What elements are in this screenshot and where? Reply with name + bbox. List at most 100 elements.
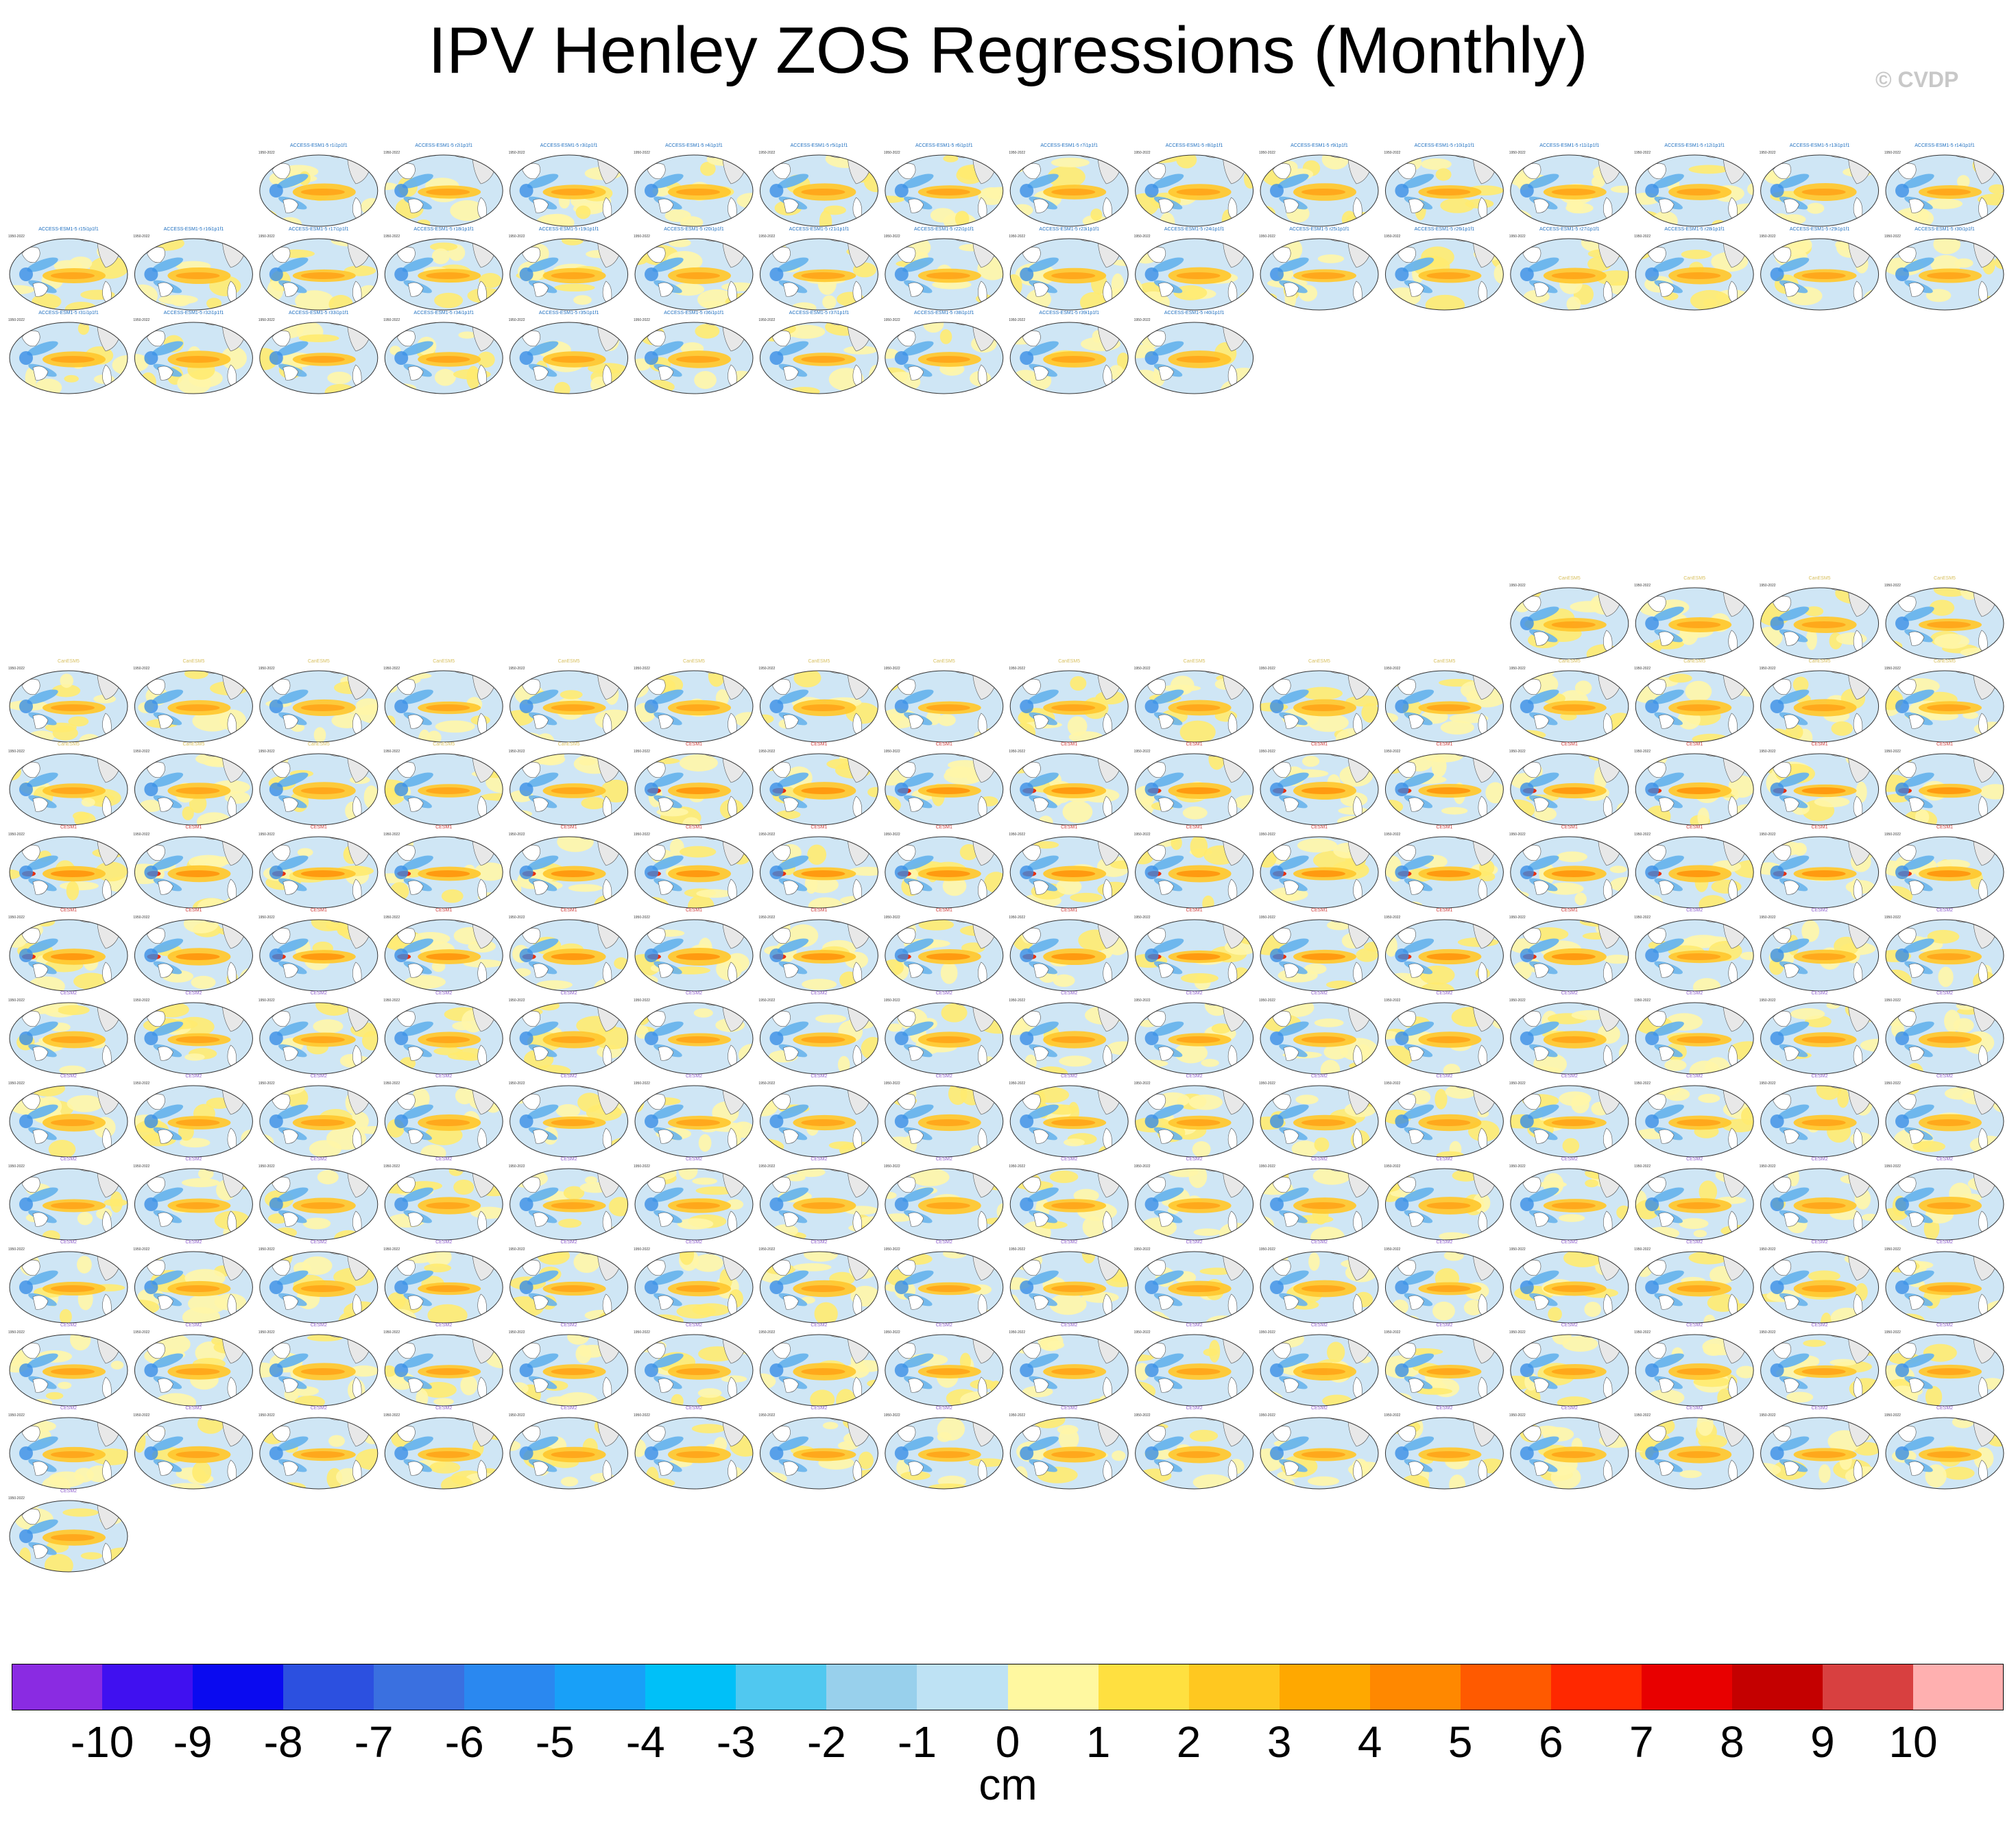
map-panel: CESM2 1950-2022 [259, 1240, 379, 1324]
map-panel-title: CESM1 [936, 908, 952, 913]
map-panel-title: CanESM5 [1934, 659, 1956, 664]
map-panel-period: 1950-2022 [1634, 667, 1651, 671]
map-panel: CanESM5 1950-2022 [1134, 659, 1254, 743]
map-panel-title: CESM1 [561, 825, 577, 830]
map-panel: CESM2 1950-2022 [133, 991, 253, 1075]
map-panel-period: 1950-2022 [634, 999, 650, 1003]
map-panel: ACCESS-ESM1-5 r24i1p1f1 1950-2022 [1134, 227, 1254, 311]
map-panel: CanESM5 1950-2022 [259, 659, 379, 743]
map-panel: ACCESS-ESM1-5 r22i1p1f1 1950-2022 [884, 227, 1004, 311]
map-panel-title: CanESM5 [182, 659, 204, 664]
map-panel: CESM2 1950-2022 [1259, 1406, 1379, 1490]
colorbar-tick-label: -6 [444, 1717, 484, 1767]
map-panel-title: CESM2 [561, 1157, 577, 1162]
map-panel-outline [9, 753, 128, 826]
map-panel: CESM2 1950-2022 [383, 1157, 503, 1241]
map-panel-period: 1950-2022 [8, 1247, 25, 1252]
map-panel-outline [634, 322, 754, 394]
map-panel-period: 1950-2022 [634, 1165, 650, 1169]
map-panel-period: 1950-2022 [509, 667, 525, 671]
map-panel-title: CESM2 [936, 1406, 952, 1411]
map-panel-title: CESM1 [561, 908, 577, 913]
map-panel-title: ACCESS-ESM1-5 r32i1p1f1 [164, 311, 224, 315]
map-panel-title: ACCESS-ESM1-5 r17i1p1f1 [289, 227, 349, 232]
map-panel-title: CESM2 [936, 991, 952, 996]
map-panel-title: CESM2 [311, 1157, 327, 1162]
map-panel: CESM2 1950-2022 [1760, 1240, 1880, 1324]
map-panel-title: ACCESS-ESM1-5 r20i1p1f1 [664, 227, 724, 232]
map-panel-period: 1950-2022 [1509, 1330, 1526, 1335]
map-panel-period: 1950-2022 [634, 235, 650, 239]
map-panel-period: 1950-2022 [8, 318, 25, 322]
map-panel-title: CESM1 [1311, 742, 1328, 747]
map-panel-period: 1950-2022 [634, 151, 650, 155]
map-panel-period: 1950-2022 [634, 833, 650, 837]
colorbar-tick-label: -2 [806, 1717, 846, 1767]
map-panel-outline [134, 322, 253, 394]
map-panel-outline [384, 1168, 503, 1241]
map-panel-period: 1950-2022 [1384, 1082, 1400, 1086]
map-panel-outline [509, 1251, 629, 1324]
colorbar-box [1369, 1664, 1461, 1710]
map-panel: CESM2 1950-2022 [1259, 1157, 1379, 1241]
map-panel-title: CESM2 [311, 1323, 327, 1328]
map-panel-outline [1635, 238, 1754, 311]
map-panel-period: 1950-2022 [758, 1082, 775, 1086]
map-panel-period: 1950-2022 [259, 1165, 275, 1169]
map-panel-period: 1950-2022 [383, 916, 400, 920]
map-panel-title: CESM2 [811, 1323, 827, 1328]
map-panel-title: ACCESS-ESM1-5 r34i1p1f1 [413, 311, 474, 315]
map-panel-outline [259, 1085, 379, 1158]
map-panel-outline [9, 322, 128, 394]
map-panel-outline [634, 1334, 754, 1407]
map-panel: ACCESS-ESM1-5 r13i1p1f1 1950-2022 [1760, 143, 1880, 227]
map-panel: ACCESS-ESM1-5 r39i1p1f1 1950-2022 [1009, 311, 1129, 394]
map-panel-title: CESM2 [185, 1157, 202, 1162]
map-panel-period: 1950-2022 [509, 999, 525, 1003]
map-panel-period: 1950-2022 [383, 750, 400, 754]
map-panel-period: 1950-2022 [884, 916, 900, 920]
map-panel-outline [1885, 1251, 2004, 1324]
map-panel: CESM2 1950-2022 [1884, 1323, 2004, 1407]
map-panel-outline [9, 1251, 128, 1324]
map-panel-period: 1950-2022 [634, 1082, 650, 1086]
map-panel-outline [1009, 1168, 1129, 1241]
map-panel-title: ACCESS-ESM1-5 r23i1p1f1 [1039, 227, 1099, 232]
map-panel-title: CESM1 [811, 908, 827, 913]
map-panel-period: 1950-2022 [1760, 584, 1776, 588]
map-panel: CESM2 1950-2022 [1009, 1323, 1129, 1407]
map-panel: CESM2 1950-2022 [1760, 1074, 1880, 1158]
map-panel: CESM1 1950-2022 [1634, 825, 1754, 909]
colorbar-box [283, 1664, 374, 1710]
colorbar-box [1912, 1664, 2004, 1710]
map-panel: CESM2 1950-2022 [1134, 991, 1254, 1075]
colorbar-box [1460, 1664, 1552, 1710]
map-panel: CanESM5 1950-2022 [758, 659, 878, 743]
map-panel: CanESM5 1950-2022 [1009, 659, 1129, 743]
map-panel: CESM1 1950-2022 [634, 742, 754, 826]
map-panel-period: 1950-2022 [509, 235, 525, 239]
map-panel-period: 1950-2022 [1884, 1413, 1901, 1418]
map-panel: CESM2 1950-2022 [634, 1406, 754, 1490]
map-panel-period: 1950-2022 [1384, 151, 1400, 155]
map-panel-outline [1760, 587, 1880, 660]
map-panel-period: 1950-2022 [1760, 916, 1776, 920]
map-panel-outline [1009, 1002, 1129, 1075]
map-panel: CESM1 1950-2022 [1509, 742, 1629, 826]
map-panel: CESM2 1950-2022 [383, 1240, 503, 1324]
map-panel: ACCESS-ESM1-5 r1i1p1f1 1950-2022 [259, 143, 379, 227]
map-panel-outline [134, 1168, 253, 1241]
map-panel-title: CESM1 [1812, 825, 1828, 830]
map-panel: CESM2 1950-2022 [884, 1240, 1004, 1324]
map-panel-title: ACCESS-ESM1-5 r10i1p1f1 [1415, 143, 1475, 148]
map-panel-title: CESM2 [435, 1240, 452, 1245]
map-panel-outline [9, 1168, 128, 1241]
map-panel-outline [1260, 1251, 1379, 1324]
map-panel: CESM2 1950-2022 [884, 1406, 1004, 1490]
map-panel-title: ACCESS-ESM1-5 r22i1p1f1 [914, 227, 974, 232]
map-panel: CESM2 1950-2022 [1509, 1323, 1629, 1407]
map-panel-outline [1885, 836, 2004, 909]
map-panel-period: 1950-2022 [1884, 1247, 1901, 1252]
map-panel-period: 1950-2022 [1509, 750, 1526, 754]
map-panel-outline [1135, 836, 1254, 909]
